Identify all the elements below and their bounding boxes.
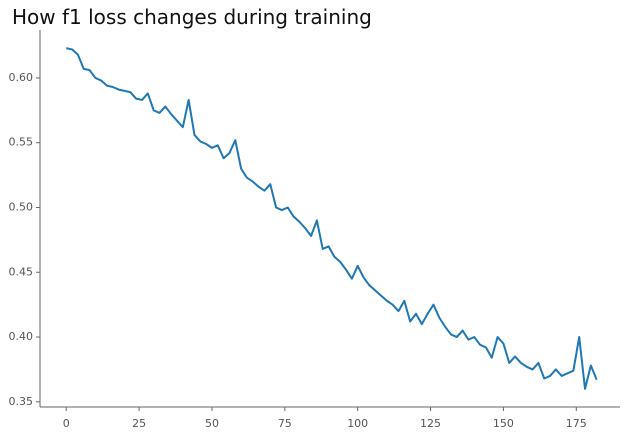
x-tick-label: 125 <box>420 417 441 430</box>
y-tick-label: 0.45 <box>9 265 34 278</box>
x-tick-label: 100 <box>347 417 368 430</box>
y-tick-label: 0.35 <box>9 395 34 408</box>
x-tick-label: 0 <box>63 417 70 430</box>
line-series <box>66 47 598 390</box>
x-tick-label: 50 <box>205 417 219 430</box>
y-tick-label: 0.55 <box>9 136 34 149</box>
y-tick-label: 0.40 <box>9 330 34 343</box>
chart-title: How f1 loss changes during training <box>12 5 372 29</box>
y-tick-label: 0.50 <box>9 200 34 213</box>
x-tick-label: 175 <box>566 417 587 430</box>
x-tick-label: 150 <box>493 417 514 430</box>
x-tick-label: 25 <box>132 417 146 430</box>
y-tick-label: 0.60 <box>9 71 34 84</box>
x-tick-label: 75 <box>278 417 292 430</box>
